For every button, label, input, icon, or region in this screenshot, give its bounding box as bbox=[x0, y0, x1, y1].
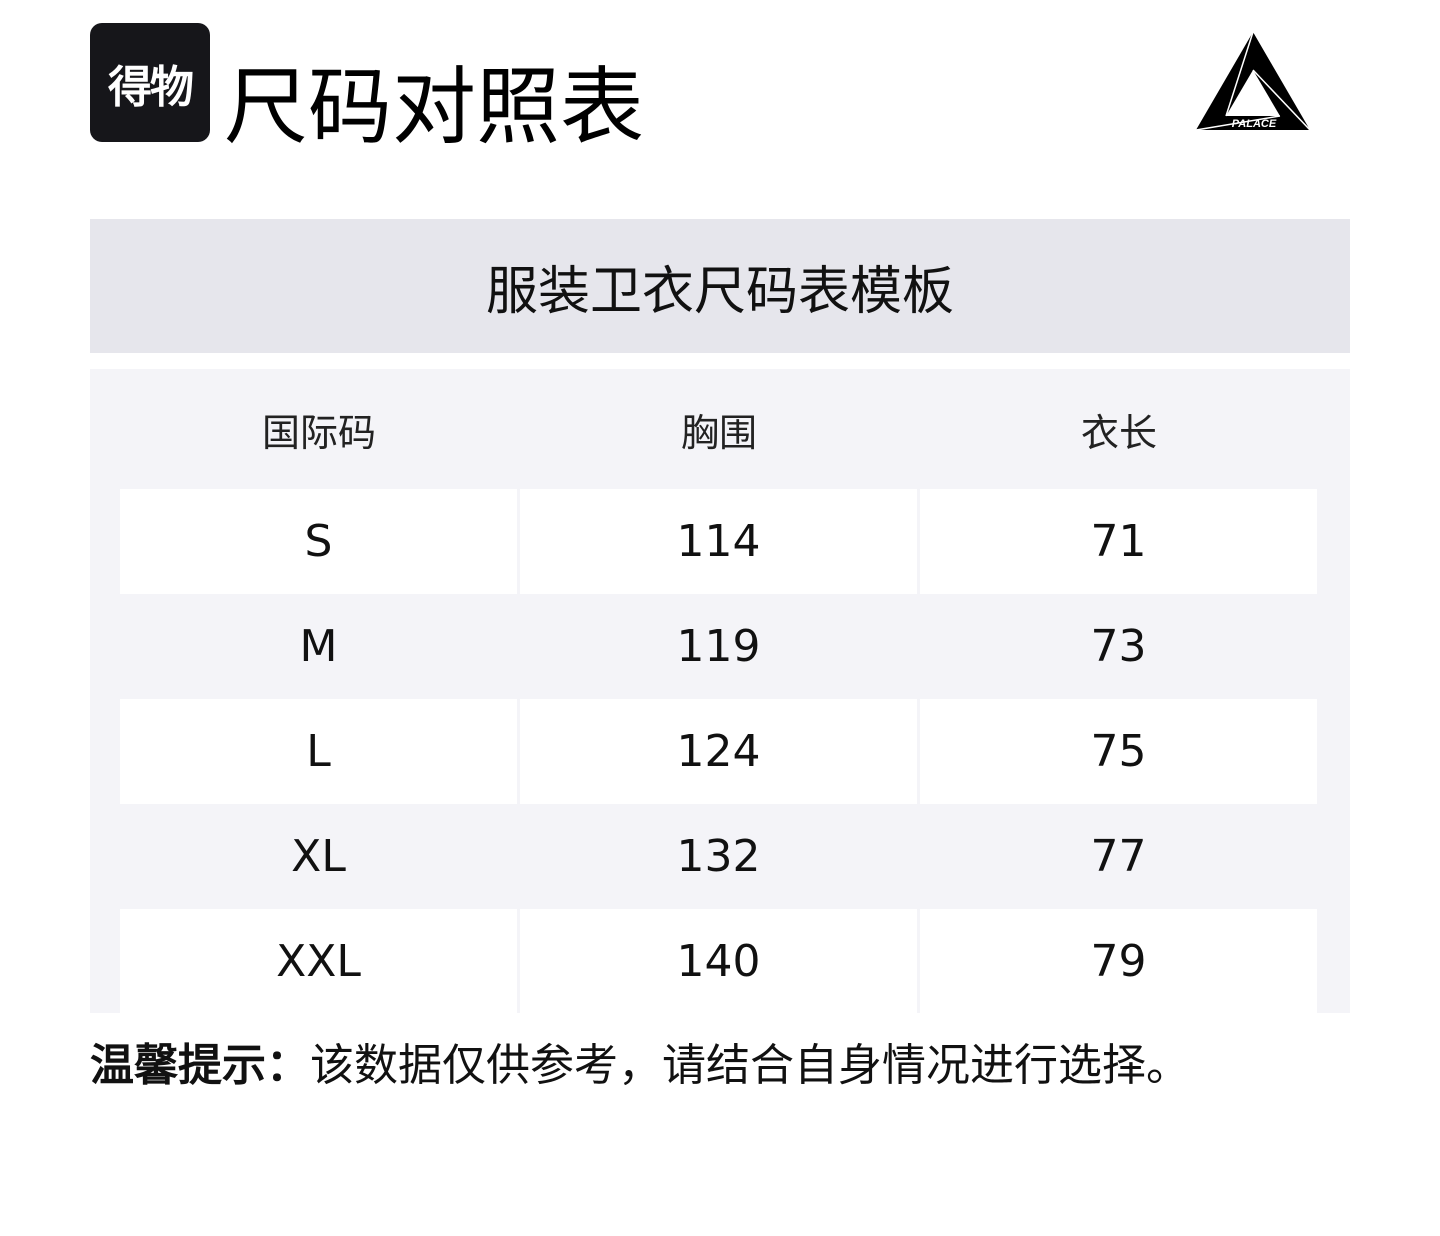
chest-cell: 114 bbox=[520, 489, 917, 594]
table-row: L 124 75 bbox=[120, 699, 1317, 804]
length-cell: 79 bbox=[920, 909, 1317, 1014]
chest-cell: 119 bbox=[676, 621, 761, 672]
table-row: S 114 71 bbox=[120, 489, 1317, 594]
table-row: M 119 73 bbox=[120, 594, 1317, 699]
palace-logo: PALACE PALACE PALACE bbox=[1195, 31, 1311, 131]
size-cell: M bbox=[299, 621, 338, 672]
tip-text: 该数据仅供参考，请结合自身情况进行选择。 bbox=[310, 1040, 1190, 1091]
chest-cell: 124 bbox=[520, 699, 917, 804]
length-cell: 77 bbox=[1090, 831, 1147, 882]
column-header: 国际码 bbox=[261, 410, 376, 455]
dewu-logo: 得物 bbox=[90, 23, 210, 142]
logo-text: 得物 bbox=[108, 61, 194, 113]
size-cell: L bbox=[120, 699, 517, 804]
table-title: 服装卫衣尺码表模板 bbox=[90, 219, 1350, 353]
length-cell: 71 bbox=[920, 489, 1317, 594]
length-cell: 75 bbox=[920, 699, 1317, 804]
tip-note: 温馨提示：该数据仅供参考，请结合自身情况进行选择。 bbox=[90, 1036, 1190, 1096]
table-row: XL 132 77 bbox=[120, 804, 1317, 909]
tip-label: 温馨提示： bbox=[90, 1040, 310, 1091]
size-table: 国际码 胸围 衣长 S 114 71 M 119 73 L 124 75 XL … bbox=[90, 369, 1350, 1014]
size-cell: XXL bbox=[120, 909, 517, 1014]
column-header: 胸围 bbox=[680, 410, 757, 455]
chest-cell: 140 bbox=[520, 909, 917, 1014]
svg-text:PALACE: PALACE bbox=[1232, 118, 1277, 130]
size-cell: S bbox=[120, 489, 517, 594]
column-header: 衣长 bbox=[1080, 410, 1157, 455]
size-cell: XL bbox=[291, 831, 346, 882]
page-title: 尺码对照表 bbox=[224, 58, 645, 156]
table-row: XXL 140 79 bbox=[120, 909, 1317, 1014]
chest-cell: 132 bbox=[676, 831, 761, 882]
length-cell: 73 bbox=[1090, 621, 1147, 672]
